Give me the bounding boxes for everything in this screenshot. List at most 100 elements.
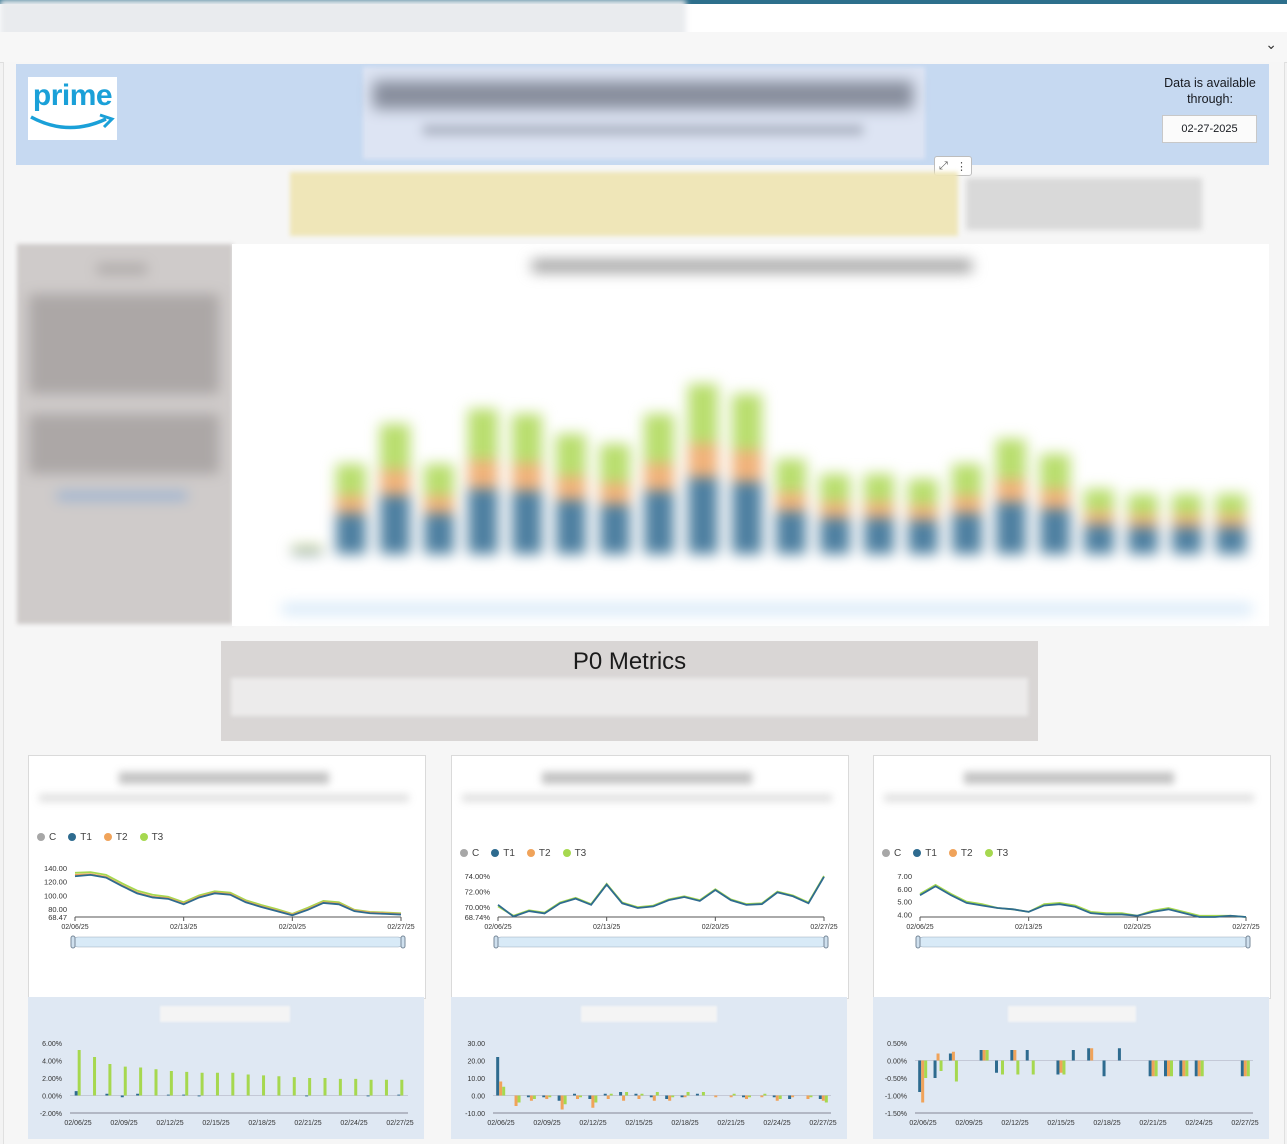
bar-t1[interactable] bbox=[1071, 1050, 1075, 1061]
slider-handle-right[interactable] bbox=[400, 935, 406, 949]
legend-item-c[interactable]: C bbox=[882, 848, 901, 859]
bar-t2[interactable] bbox=[591, 1095, 595, 1108]
bar-t3[interactable] bbox=[824, 1095, 828, 1103]
bar-t2[interactable] bbox=[982, 1050, 986, 1061]
legend-item-t1[interactable]: T1 bbox=[68, 832, 92, 843]
bar-t3[interactable] bbox=[532, 1095, 536, 1100]
bar-t1[interactable] bbox=[1164, 1060, 1167, 1077]
bar-t2[interactable] bbox=[821, 1095, 825, 1101]
bar-t3[interactable] bbox=[1016, 1060, 1020, 1075]
bar-t3[interactable] bbox=[924, 1060, 928, 1079]
bar-t1[interactable] bbox=[979, 1050, 983, 1061]
bar-t1[interactable] bbox=[995, 1060, 998, 1073]
bar-t1[interactable] bbox=[182, 1094, 186, 1096]
bar-t1[interactable] bbox=[197, 1095, 201, 1097]
bar-t2[interactable] bbox=[529, 1095, 533, 1101]
bar-t2[interactable] bbox=[637, 1095, 641, 1100]
legend-item-t3[interactable]: T3 bbox=[139, 832, 163, 843]
bar-t2[interactable] bbox=[806, 1095, 810, 1100]
bar-t3[interactable] bbox=[384, 1079, 388, 1096]
bar-t3[interactable] bbox=[686, 1092, 690, 1096]
bar-t3[interactable] bbox=[400, 1079, 404, 1096]
bar-t2[interactable] bbox=[683, 1095, 687, 1098]
bar-t2[interactable] bbox=[499, 1081, 503, 1096]
bar-t3[interactable] bbox=[954, 1060, 958, 1082]
bar-t1[interactable] bbox=[557, 1095, 561, 1101]
bar-t3[interactable] bbox=[1200, 1060, 1204, 1077]
bar-t1[interactable] bbox=[305, 1095, 309, 1097]
bar-t3[interactable] bbox=[123, 1066, 127, 1096]
bar-t3[interactable] bbox=[1170, 1060, 1173, 1077]
bar-t3[interactable] bbox=[763, 1093, 767, 1096]
bar-t3[interactable] bbox=[185, 1071, 189, 1096]
slider-handle-left[interactable] bbox=[70, 935, 76, 949]
bar-t1[interactable] bbox=[933, 1060, 937, 1079]
bar-t2[interactable] bbox=[576, 1095, 579, 1100]
bar-t1[interactable] bbox=[74, 1091, 78, 1096]
bar-t1[interactable] bbox=[526, 1095, 530, 1098]
bar-t3[interactable] bbox=[1154, 1060, 1158, 1077]
bar-t3[interactable] bbox=[323, 1078, 327, 1096]
bar-t3[interactable] bbox=[502, 1086, 506, 1096]
bar-t3[interactable] bbox=[778, 1095, 782, 1100]
bar-t2[interactable] bbox=[668, 1095, 672, 1101]
bar-t1[interactable] bbox=[1179, 1060, 1183, 1077]
bar-t3[interactable] bbox=[1001, 1060, 1004, 1075]
bar-t3[interactable] bbox=[517, 1095, 521, 1103]
bar-t1[interactable] bbox=[649, 1095, 653, 1098]
bar-t1[interactable] bbox=[542, 1095, 546, 1098]
bar-t2[interactable] bbox=[1013, 1050, 1017, 1061]
bar-t2[interactable] bbox=[1090, 1048, 1094, 1061]
legend-item-c[interactable]: C bbox=[460, 848, 479, 859]
bar-t1[interactable] bbox=[397, 1094, 401, 1096]
bar-t2[interactable] bbox=[1197, 1060, 1201, 1077]
bar-t1[interactable] bbox=[105, 1093, 109, 1096]
bar-t3[interactable] bbox=[139, 1067, 143, 1096]
bar-t2[interactable] bbox=[1151, 1060, 1155, 1077]
bar-t2[interactable] bbox=[729, 1095, 733, 1098]
slider-handle-left[interactable] bbox=[493, 935, 499, 949]
range-slider[interactable] bbox=[917, 936, 1249, 948]
bar-t2[interactable] bbox=[545, 1095, 549, 1100]
legend-item-t2[interactable]: T2 bbox=[526, 848, 551, 859]
bar-t2[interactable] bbox=[791, 1095, 795, 1098]
bar-t1[interactable] bbox=[948, 1053, 952, 1061]
bar-t2[interactable] bbox=[1182, 1060, 1186, 1077]
bar-t1[interactable] bbox=[680, 1095, 684, 1098]
bar-t2[interactable] bbox=[560, 1095, 564, 1110]
bar-t1[interactable] bbox=[1102, 1060, 1106, 1077]
bar-t1[interactable] bbox=[603, 1093, 607, 1096]
bar-t1[interactable] bbox=[136, 1093, 140, 1096]
bar-t1[interactable] bbox=[573, 1093, 576, 1096]
bar-t3[interactable] bbox=[108, 1064, 112, 1096]
bar-t2[interactable] bbox=[951, 1051, 955, 1061]
bar-t1[interactable] bbox=[742, 1095, 745, 1098]
legend-item-t2[interactable]: T2 bbox=[103, 832, 128, 843]
bar-t3[interactable] bbox=[231, 1072, 235, 1096]
bar-t3[interactable] bbox=[1062, 1060, 1066, 1075]
bar-t3[interactable] bbox=[277, 1076, 281, 1096]
series-line-t1[interactable] bbox=[74, 873, 402, 917]
bar-t2[interactable] bbox=[606, 1095, 610, 1100]
bar-t2[interactable] bbox=[1243, 1060, 1247, 1077]
bar-t3[interactable] bbox=[292, 1077, 296, 1096]
bar-t1[interactable] bbox=[1240, 1060, 1244, 1077]
bar-t2[interactable] bbox=[714, 1095, 718, 1098]
bar-t2[interactable] bbox=[775, 1095, 779, 1101]
bar-t1[interactable] bbox=[1194, 1060, 1198, 1077]
bar-t1[interactable] bbox=[665, 1095, 669, 1100]
bar-t3[interactable] bbox=[655, 1092, 659, 1096]
bar-t3[interactable] bbox=[1031, 1060, 1035, 1075]
bar-t3[interactable] bbox=[1246, 1060, 1250, 1077]
chevron-down-icon[interactable]: ⌄ bbox=[1265, 36, 1277, 52]
legend-item-t1[interactable]: T1 bbox=[491, 848, 515, 859]
bar-t1[interactable] bbox=[772, 1095, 776, 1098]
bar-t3[interactable] bbox=[809, 1095, 813, 1098]
bar-t3[interactable] bbox=[640, 1093, 644, 1096]
bar-t3[interactable] bbox=[169, 1071, 173, 1096]
slider-handle-right[interactable] bbox=[823, 935, 829, 949]
bar-t3[interactable] bbox=[246, 1074, 250, 1096]
bar-t3[interactable] bbox=[579, 1095, 582, 1098]
slider-handle-right[interactable] bbox=[1245, 935, 1251, 949]
bar-t3[interactable] bbox=[701, 1092, 705, 1096]
